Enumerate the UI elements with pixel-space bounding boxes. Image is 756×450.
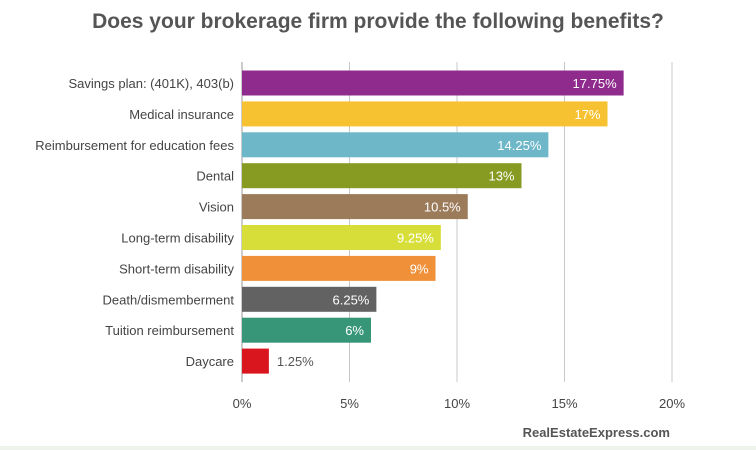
value-label: 17.75% bbox=[573, 76, 618, 91]
bar bbox=[242, 101, 608, 127]
category-label: Medical insurance bbox=[129, 107, 234, 122]
value-label: 17% bbox=[574, 107, 600, 122]
bar bbox=[242, 132, 549, 158]
value-label: 9% bbox=[410, 261, 429, 276]
category-label: Short-term disability bbox=[119, 261, 234, 276]
value-label: 6.25% bbox=[333, 292, 370, 307]
category-label: Daycare bbox=[186, 354, 234, 369]
x-tick-label: 10% bbox=[444, 396, 470, 411]
category-label: Tuition reimbursement bbox=[105, 323, 234, 338]
x-tick-label: 0% bbox=[233, 396, 252, 411]
bar bbox=[242, 225, 441, 250]
category-label: Savings plan: (401K), 403(b) bbox=[69, 76, 234, 91]
value-label: 14.25% bbox=[497, 138, 542, 153]
category-label: Death/dismemberment bbox=[103, 292, 235, 307]
category-label: Vision bbox=[199, 200, 234, 215]
source-label: RealEstateExpress.com bbox=[522, 425, 670, 440]
bar bbox=[242, 70, 624, 96]
bar bbox=[242, 163, 522, 189]
category-label: Long-term disability bbox=[121, 231, 234, 246]
bottom-rule bbox=[0, 446, 756, 450]
bar bbox=[242, 194, 468, 220]
chart-title: Does your brokerage firm provide the fol… bbox=[92, 10, 664, 33]
x-tick-label: 15% bbox=[551, 396, 577, 411]
value-label: 13% bbox=[488, 169, 514, 184]
labels: 0% 5% 10% 15% 20% Savings plan: (401K), 403(b… bbox=[35, 76, 685, 411]
category-label: Reimbursement for education fees bbox=[35, 138, 234, 153]
x-tick-label: 5% bbox=[340, 396, 359, 411]
value-label: 9.25% bbox=[397, 231, 434, 246]
bar bbox=[242, 255, 436, 281]
value-label: 6% bbox=[345, 323, 364, 338]
value-label: 1.25% bbox=[277, 354, 314, 369]
category-label: Dental bbox=[196, 169, 234, 184]
bar bbox=[242, 348, 269, 374]
bar bbox=[242, 286, 377, 312]
bars bbox=[242, 70, 624, 374]
x-tick-label: 20% bbox=[659, 396, 685, 411]
bar bbox=[242, 317, 371, 343]
value-label: 10.5% bbox=[424, 200, 461, 215]
